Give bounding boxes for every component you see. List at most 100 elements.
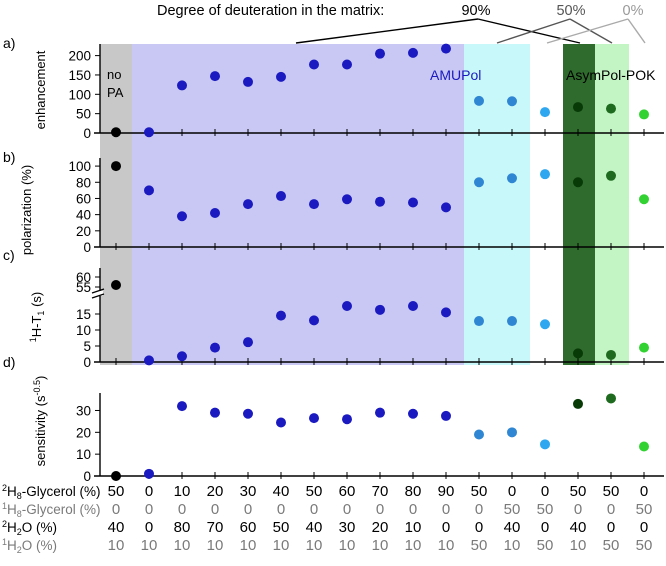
table-cell: 50 xyxy=(537,537,554,554)
panel-c-point xyxy=(375,304,385,315)
panel-c-point xyxy=(210,342,220,353)
table-cell: 0 xyxy=(508,483,516,500)
asympol-dark-green-band xyxy=(563,44,595,365)
panel-c-point xyxy=(177,351,187,362)
asympol-label: AsymPol-POK xyxy=(566,67,656,83)
panel-b-y-tick-label: 20 xyxy=(76,224,91,239)
panel-d-point xyxy=(507,427,517,438)
table-cell: 50 xyxy=(603,483,620,500)
no-pa-label-line2: PA xyxy=(107,85,124,100)
panel-c-point xyxy=(639,342,649,353)
table-cell: 10 xyxy=(240,537,257,554)
panel-d-point xyxy=(474,429,484,440)
panel-a-y-tick-label: 200 xyxy=(68,49,91,64)
panel-d-point xyxy=(144,468,154,479)
asympol-light-green-band xyxy=(595,44,629,365)
panel-c-point xyxy=(441,307,451,318)
panel-a-letter: a) xyxy=(3,35,15,51)
panel-b-point xyxy=(177,211,187,222)
panel-c-ylabel: 1H-T1 (s) xyxy=(28,292,46,342)
table-cell: 20 xyxy=(372,519,389,536)
table-cell: 10 xyxy=(174,537,191,554)
panel-c-y-tick-label: 15 xyxy=(76,307,91,322)
panel-b-point xyxy=(309,199,319,210)
table-cell: 0 xyxy=(145,519,153,536)
table-cell: 70 xyxy=(207,519,224,536)
panel-d-point xyxy=(639,441,649,452)
panel-c-point xyxy=(243,337,253,348)
panel-b-y-tick-label: 60 xyxy=(76,191,91,206)
table-cell: 60 xyxy=(339,483,356,500)
table-cell: 40 xyxy=(108,519,125,536)
panel-d-y-tick-label: 30 xyxy=(76,403,91,418)
pointer-90-right xyxy=(477,18,581,44)
panel-a-point xyxy=(474,95,484,106)
panel-a-y-tick-label: 50 xyxy=(76,107,91,122)
panel-c-point xyxy=(144,355,154,366)
panel-a-point xyxy=(309,59,319,70)
panel-a-point xyxy=(177,80,187,91)
table-cell: 0 xyxy=(277,501,285,518)
panel-c-point xyxy=(111,280,121,290)
table-cell: 0 xyxy=(541,519,549,536)
panel-a-point xyxy=(639,109,649,120)
table-row-header: 2H2O (%) xyxy=(2,519,57,537)
deuteration-level-50: 50% xyxy=(556,3,585,19)
panel-axes: 0501001502000204060801000102030051015556… xyxy=(68,44,664,484)
table-cell: 0 xyxy=(376,501,384,518)
table-row-header: 1H8-Glycerol (%) xyxy=(2,501,101,519)
panel-a-point xyxy=(111,127,121,138)
panel-d-letter: d) xyxy=(3,354,15,370)
table-cell: 10 xyxy=(306,537,323,554)
table-cell: 50 xyxy=(537,501,554,518)
panel-b-point xyxy=(573,177,583,188)
table-cell: 20 xyxy=(207,483,224,500)
panel-b-point xyxy=(474,177,484,188)
deuteration-level-0: 0% xyxy=(623,3,644,19)
table-cell: 0 xyxy=(541,483,549,500)
table-cell: 80 xyxy=(405,483,422,500)
panel-d-point xyxy=(606,393,616,404)
panel-b-ylabel: polarization (%) xyxy=(19,165,34,255)
panel-c-point xyxy=(342,301,352,311)
table-cell: 0 xyxy=(343,501,351,518)
composition-table: 2H8-Glycerol (%) 50 0 10 20 30 40 50 60 70 80 90 50 0… xyxy=(2,483,652,555)
panel-b-point xyxy=(276,191,286,202)
table-cell: 0 xyxy=(442,519,450,536)
deuteration-header: Degree of deuteration in the matrix: 90%… xyxy=(157,3,646,44)
table-cell: 50 xyxy=(471,537,488,554)
panel-d-ylabel: sensitivity (s-0.5) xyxy=(32,376,48,467)
panel-d-point xyxy=(309,413,319,424)
deuteration-header-label: Degree of deuteration in the matrix: xyxy=(157,3,384,19)
panel-b-point xyxy=(507,173,517,184)
panel-b-point xyxy=(342,194,352,205)
table-row-header: 2H8-Glycerol (%) xyxy=(2,483,101,501)
table-cell: 50 xyxy=(636,537,653,554)
panel-a-point xyxy=(441,43,451,54)
panel-c-y-tick-label: 0 xyxy=(83,355,91,370)
table-cell: 0 xyxy=(178,501,186,518)
table-cell: 30 xyxy=(240,483,257,500)
table-cell: 60 xyxy=(240,519,257,536)
table-cell: 50 xyxy=(636,501,653,518)
table-cell: 10 xyxy=(438,537,455,554)
panel-a-point xyxy=(243,76,253,87)
panel-b-y-tick-label: 0 xyxy=(83,240,91,255)
table-cell: 0 xyxy=(409,501,417,518)
table-cell: 10 xyxy=(174,483,191,500)
panel-b-point xyxy=(111,161,121,172)
table-cell: 0 xyxy=(442,501,450,518)
panel-c-point xyxy=(507,316,517,327)
panel-c-y-tick-label: 55 xyxy=(76,280,91,295)
panel-d-point xyxy=(111,471,121,481)
table-cell: 50 xyxy=(306,483,323,500)
panel-c-point xyxy=(606,349,616,360)
panel-a-point xyxy=(573,102,583,113)
table-cell: 50 xyxy=(570,483,587,500)
table-cell: 10 xyxy=(273,537,290,554)
table-cell: 0 xyxy=(145,501,153,518)
panel-c-y-tick-label: 5 xyxy=(83,339,91,354)
no-pa-band xyxy=(100,44,132,365)
panel-d-point xyxy=(210,407,220,418)
panel-a-point xyxy=(342,59,352,70)
